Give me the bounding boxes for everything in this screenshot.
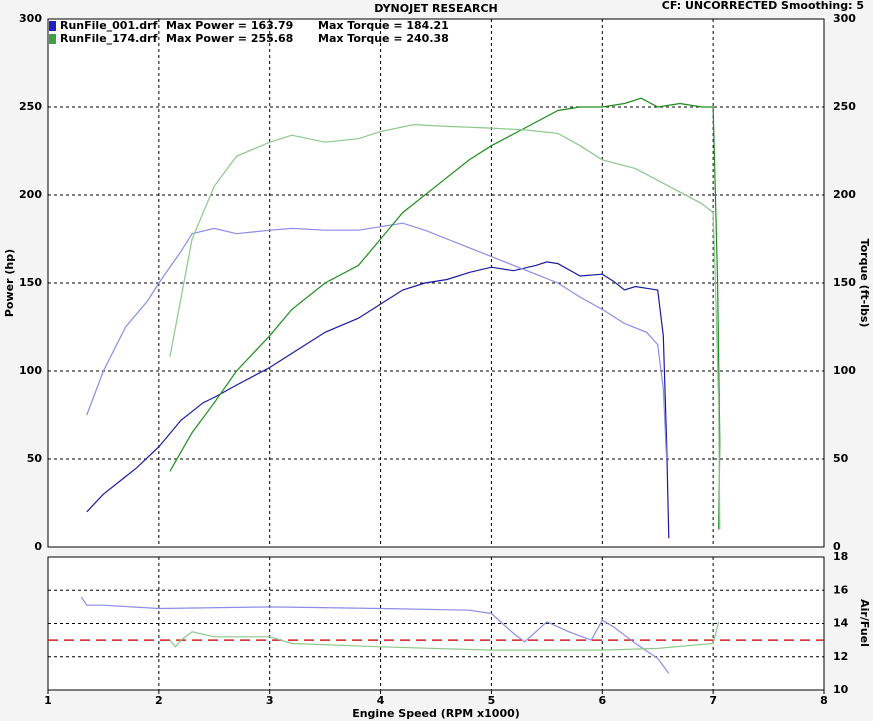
chart-title: DYNOJET RESEARCH xyxy=(374,2,497,15)
y-tick-label: 100 xyxy=(19,364,42,377)
y-tick-label: 300 xyxy=(19,12,42,25)
legend-power: Max Power = 255.68 xyxy=(166,32,293,45)
y-tick-label: 50 xyxy=(27,452,43,465)
y2-tick-label: 300 xyxy=(833,12,856,25)
data-line xyxy=(169,123,721,530)
afr-axis-label: Air/Fuel xyxy=(858,599,871,647)
y2-axis-label: Torque (ft-lbs) xyxy=(858,239,871,328)
y2-tick-label: 18 xyxy=(833,550,848,563)
y2-tick-label: 150 xyxy=(833,276,856,289)
x-tick-label: 8 xyxy=(820,694,828,707)
data-line xyxy=(169,621,720,651)
y2-tick-label: 50 xyxy=(833,452,849,465)
data-line xyxy=(80,596,670,674)
data-line xyxy=(86,261,670,539)
legend-swatch xyxy=(49,21,56,31)
y2-tick-label: 16 xyxy=(833,583,849,596)
data-line xyxy=(169,97,721,530)
data-line xyxy=(86,222,668,460)
y-tick-label: 250 xyxy=(19,100,42,113)
x-axis-label: Engine Speed (RPM x1000) xyxy=(352,707,520,720)
legend-torque: Max Torque = 184.21 xyxy=(318,19,449,32)
y-tick-label: 0 xyxy=(34,540,42,553)
y2-tick-label: 12 xyxy=(833,650,848,663)
y2-tick-label: 200 xyxy=(833,188,856,201)
y-tick-label: 200 xyxy=(19,188,42,201)
legend-file: RunFile_174.drf xyxy=(60,32,158,45)
y-tick-label: 150 xyxy=(19,276,42,289)
legend-torque: Max Torque = 240.38 xyxy=(318,32,449,45)
legend-swatch xyxy=(49,34,56,44)
x-tick-label: 5 xyxy=(488,694,496,707)
y2-tick-label: 14 xyxy=(833,617,849,630)
x-tick-label: 1 xyxy=(44,694,52,707)
y2-tick-label: 100 xyxy=(833,364,856,377)
y2-tick-label: 10 xyxy=(833,683,849,696)
afr-panel xyxy=(47,556,825,691)
y2-tick-label: 250 xyxy=(833,100,856,113)
legend-file: RunFile_001.drf xyxy=(60,19,158,32)
legend-power: Max Power = 163.79 xyxy=(166,19,293,32)
x-tick-label: 4 xyxy=(377,694,385,707)
x-tick-label: 2 xyxy=(155,694,163,707)
y2-tick-label: 0 xyxy=(833,540,841,553)
y-axis-label: Power (hp) xyxy=(3,249,16,317)
x-tick-label: 3 xyxy=(266,694,274,707)
x-tick-label: 7 xyxy=(709,694,717,707)
x-tick-label: 6 xyxy=(598,694,606,707)
chart-subtitle: CF: UNCORRECTED Smoothing: 5 xyxy=(662,0,864,12)
